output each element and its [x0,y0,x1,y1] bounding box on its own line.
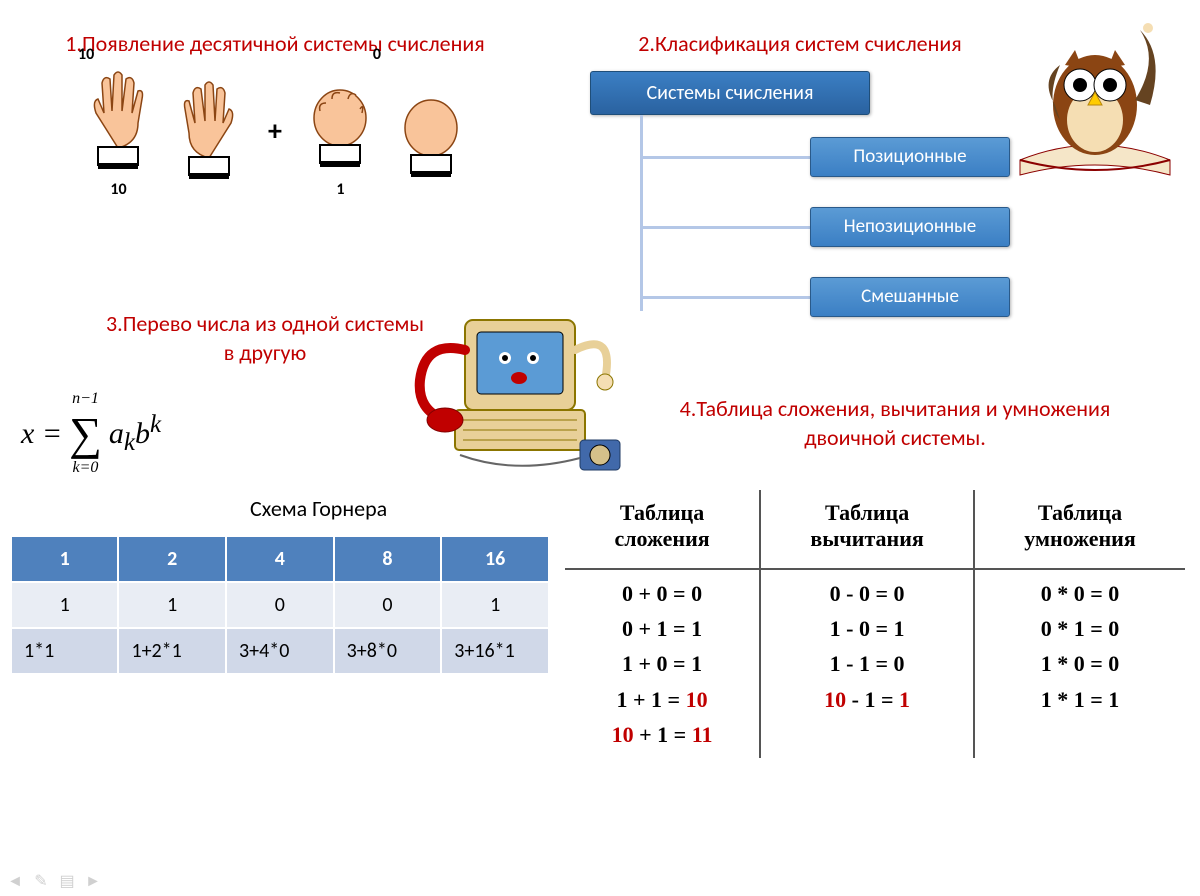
hand-label-0-top: 0 [373,45,381,64]
ops-subtraction-cell: 0 - 0 = 01 - 0 = 11 - 1 = 010 - 1 = 1 [760,569,974,758]
tree-connector [640,115,643,311]
horner-table: 1 2 4 8 16 1 1 0 0 1 1*1 1+2*1 3+4*0 3+8… [10,535,550,675]
open-hand-icon [167,73,252,183]
plus-sign: + [268,113,282,148]
ops-col-multiplication: Таблица умножения [974,490,1185,569]
tree-root: Системы счисления [590,71,870,115]
horner-cell: 1*1 [11,628,118,674]
section-1: 1.Появление десятичной системы счисления… [60,30,490,199]
horner-binary-row: 1 1 0 0 1 [11,582,549,628]
horner-header-row: 1 2 4 8 16 [11,536,549,582]
classification-tree: Системы счисления Позиционные Непозицион… [590,71,1010,331]
section-3-title: 3.Перево числа из одной системы в другую [100,310,430,367]
ops-col-subtraction: Таблица вычитания [760,490,974,569]
hand-label-10-bot: 10 [76,180,161,199]
ops-addition-cell: 0 + 0 = 00 + 1 = 11 + 0 = 11 + 1 = 1010 … [565,569,760,758]
tree-child-mixed: Смешанные [810,277,1010,317]
horner-header: 4 [226,536,334,582]
hands-illustration: 10 10 + 0 1 [60,63,490,199]
tree-connector [640,296,810,299]
formula-sup-k: k [150,411,161,438]
retro-computer-icon [405,290,625,480]
menu-icon[interactable]: ▤ [58,872,76,890]
owl-mascot-icon [1010,10,1180,180]
formula-upper-limit: n−1 [69,391,102,407]
horner-cell: 3+8*0 [334,628,442,674]
section-2-title: 2.Класификация систем счисления [590,30,1010,59]
tree-child-nonpositional: Непозиционные [810,207,1010,247]
horner-cell: 1+2*1 [118,628,226,674]
tree-child-positional: Позиционные [810,137,1010,177]
closed-fist-icon [298,63,383,173]
horner-cell: 1 [441,582,549,628]
formula-lhs: x = [21,417,62,450]
horner-cell: 3+16*1 [441,628,549,674]
formula-b: b [135,417,150,450]
summation-formula: x = n−1 ∑ k=0 akbk [20,390,162,477]
ops-col-addition: Таблица сложения [565,490,760,569]
prev-icon[interactable]: ◄ [6,872,24,890]
binary-operations-table: Таблица сложения Таблица вычитания Табли… [565,490,1185,758]
horner-calc-row: 1*1 1+2*1 3+4*0 3+8*0 3+16*1 [11,628,549,674]
horner-label: Схема Горнера [250,495,387,522]
section-4-title: 4.Таблица сложения, вычитания и умножени… [635,395,1155,452]
horner-header: 16 [441,536,549,582]
horner-header: 1 [11,536,118,582]
closed-fist-icon [389,73,474,183]
horner-cell: 1 [11,582,118,628]
horner-cell: 3+4*0 [226,628,334,674]
horner-header: 8 [334,536,442,582]
horner-cell: 0 [334,582,442,628]
tree-connector [640,226,810,229]
horner-header: 2 [118,536,226,582]
pen-icon[interactable]: ✎ [32,872,50,890]
formula-sub-k: k [124,429,135,456]
formula-lower-limit: k=0 [69,460,102,476]
hand-label-10-top: 10 [78,45,94,64]
next-icon[interactable]: ► [84,872,102,890]
horner-cell: 0 [226,582,334,628]
sigma-icon: ∑ [69,408,102,459]
section-1-title: 1.Появление десятичной системы счисления [60,30,490,59]
horner-cell: 1 [118,582,226,628]
slide-nav: ◄ ✎ ▤ ► [6,872,102,890]
hand-label-1-bot: 1 [298,180,383,199]
section-2: 2.Класификация систем счисления Системы … [590,30,1010,331]
tree-connector [640,156,810,159]
formula-a: a [109,417,124,450]
open-hand-icon [76,63,161,173]
ops-multiplication-cell: 0 * 0 = 00 * 1 = 01 * 0 = 01 * 1 = 1 [974,569,1185,758]
